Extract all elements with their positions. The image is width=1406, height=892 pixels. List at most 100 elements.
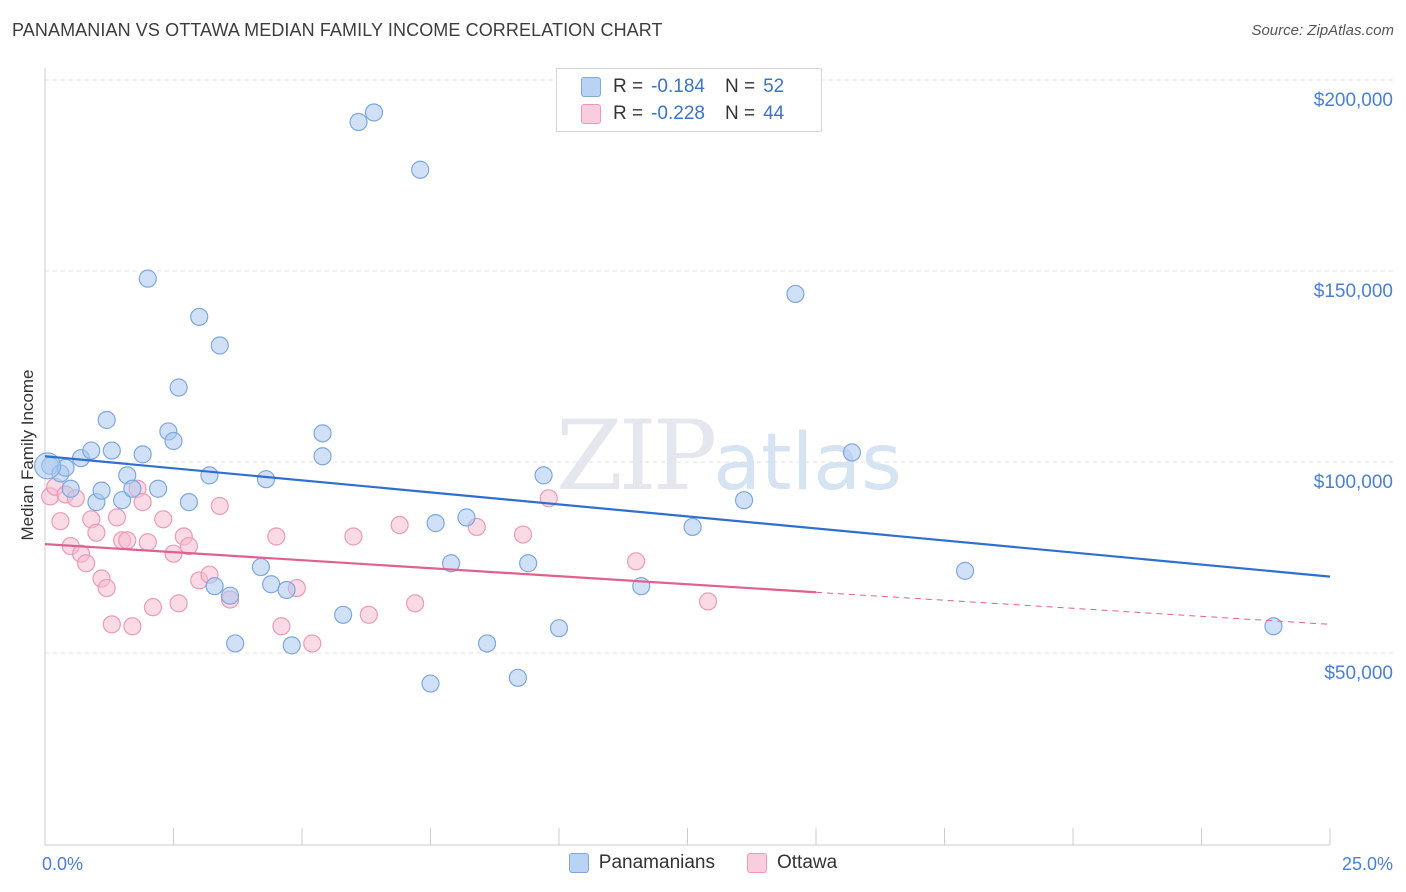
panamanians-point	[313, 424, 332, 443]
ottawa-point	[359, 605, 378, 624]
watermark-zip: ZIP	[556, 400, 717, 512]
panamanians-point	[364, 103, 384, 122]
panamanians-point	[519, 554, 538, 573]
panamanians-point	[169, 378, 188, 397]
ottawa-point	[210, 496, 229, 516]
ottawa-point	[87, 523, 106, 542]
legend-swatch-panamanians	[581, 77, 601, 97]
chart-title: PANAMANIAN VS OTTAWA MEDIAN FAMILY INCOM…	[12, 20, 663, 40]
ottawa-point	[123, 617, 142, 636]
legend-n-label: N =	[724, 103, 756, 124]
panamanians-point	[148, 479, 168, 498]
ottawa-point	[77, 554, 96, 573]
panamanians-point	[164, 431, 183, 451]
y-tick-label: $50,000	[1324, 663, 1393, 684]
ottawa-point	[133, 493, 152, 512]
panamanians-point	[210, 336, 229, 355]
ottawa-point	[626, 552, 646, 571]
panamanians-point	[123, 479, 142, 498]
y-axis-label: Median Family Income	[18, 369, 37, 541]
panamanians-point	[508, 668, 527, 687]
panamanians-point	[313, 447, 332, 466]
panamanians-point	[102, 441, 121, 460]
ottawa-point	[107, 508, 127, 527]
legend-n-value: 52	[763, 76, 785, 97]
panamanians-point	[549, 619, 569, 638]
panamanians-point	[842, 443, 862, 462]
y-tick-label: $150,000	[1314, 281, 1393, 302]
panamanians-point	[133, 445, 152, 464]
panamanians-point	[33, 452, 62, 480]
watermark: ZIPatlas	[556, 400, 902, 512]
panamanians-point	[61, 479, 80, 498]
panamanians-point	[200, 466, 219, 485]
panamanians-point	[786, 284, 805, 304]
series-legend: Panamanians Ottawa	[0, 852, 1406, 874]
ottawa-trend-line-extension	[815, 591, 1331, 625]
panamanians-point	[734, 491, 754, 510]
panamanians-point	[220, 586, 240, 605]
ottawa-point	[118, 531, 137, 550]
panamanians-point	[1264, 617, 1283, 636]
legend-r-value: -0.228	[651, 103, 705, 124]
x-tick-label: 25.0%	[1342, 854, 1393, 874]
panamanians-point	[426, 514, 445, 533]
legend-n-label: N =	[724, 76, 756, 97]
panamanians-point	[226, 634, 245, 653]
ottawa-point	[102, 615, 121, 634]
ottawa-point	[51, 512, 70, 531]
panamanians-point	[277, 580, 296, 600]
panamanians-point	[349, 112, 368, 132]
series-panamanians-points	[41, 103, 1283, 693]
ottawa-point	[154, 510, 173, 529]
panamanians-point	[282, 636, 301, 655]
ottawa-point	[143, 598, 163, 617]
legend-row-ottawa: R = -0.228 N = 44	[581, 101, 784, 127]
y-tick-label: $200,000	[1314, 90, 1393, 111]
panamanians-point	[534, 466, 553, 485]
legend-swatch-ottawa	[581, 104, 601, 124]
panamanians-point	[334, 605, 353, 624]
ottawa-point	[169, 594, 188, 613]
panamanians-point	[179, 493, 199, 512]
panamanians-point	[262, 575, 281, 594]
series-legend-swatch-panamanians	[568, 853, 589, 873]
legend-r-value: -0.184	[651, 76, 705, 97]
panamanians-point	[256, 470, 276, 489]
panamanians-trend-line	[44, 455, 1331, 578]
panamanians-point	[441, 554, 461, 573]
series-legend-ottawa[interactable]: Ottawa	[747, 852, 837, 874]
legend-row-panamanians: R = -0.184 N = 52	[581, 74, 784, 100]
panamanians-point	[421, 674, 440, 693]
panamanians-point	[82, 441, 101, 460]
series-legend-label: Ottawa	[777, 852, 838, 873]
ottawa-point	[138, 533, 157, 552]
x-tick-label: 0.0%	[42, 854, 83, 874]
panamanians-point	[190, 307, 209, 326]
ottawa-point	[303, 634, 322, 653]
series-legend-panamanians[interactable]: Panamanians	[568, 852, 715, 874]
panamanians-point	[112, 491, 132, 510]
panamanians-point	[92, 481, 111, 500]
series-legend-swatch-ottawa	[747, 853, 767, 873]
ottawa-point	[179, 536, 199, 556]
ottawa-point	[390, 515, 409, 535]
ottawa-point	[344, 527, 363, 546]
series-legend-label: Panamanians	[598, 852, 715, 873]
panamanians-point	[97, 410, 116, 430]
ottawa-point	[267, 527, 286, 546]
ottawa-point	[164, 544, 183, 563]
panamanians-point	[955, 561, 975, 580]
panamanians-point	[457, 508, 476, 527]
legend-n-value: 44	[763, 103, 785, 124]
correlation-legend: R = -0.184 N = 52 R = -0.228 N = 44	[556, 68, 822, 132]
panamanians-point	[138, 269, 157, 288]
panamanians-point	[683, 517, 702, 537]
ottawa-trend-line	[44, 543, 817, 594]
panamanians-point	[477, 634, 497, 653]
ottawa-point	[97, 578, 116, 598]
ottawa-point	[272, 617, 291, 636]
ottawa-point	[405, 594, 425, 613]
ottawa-point	[698, 592, 718, 611]
